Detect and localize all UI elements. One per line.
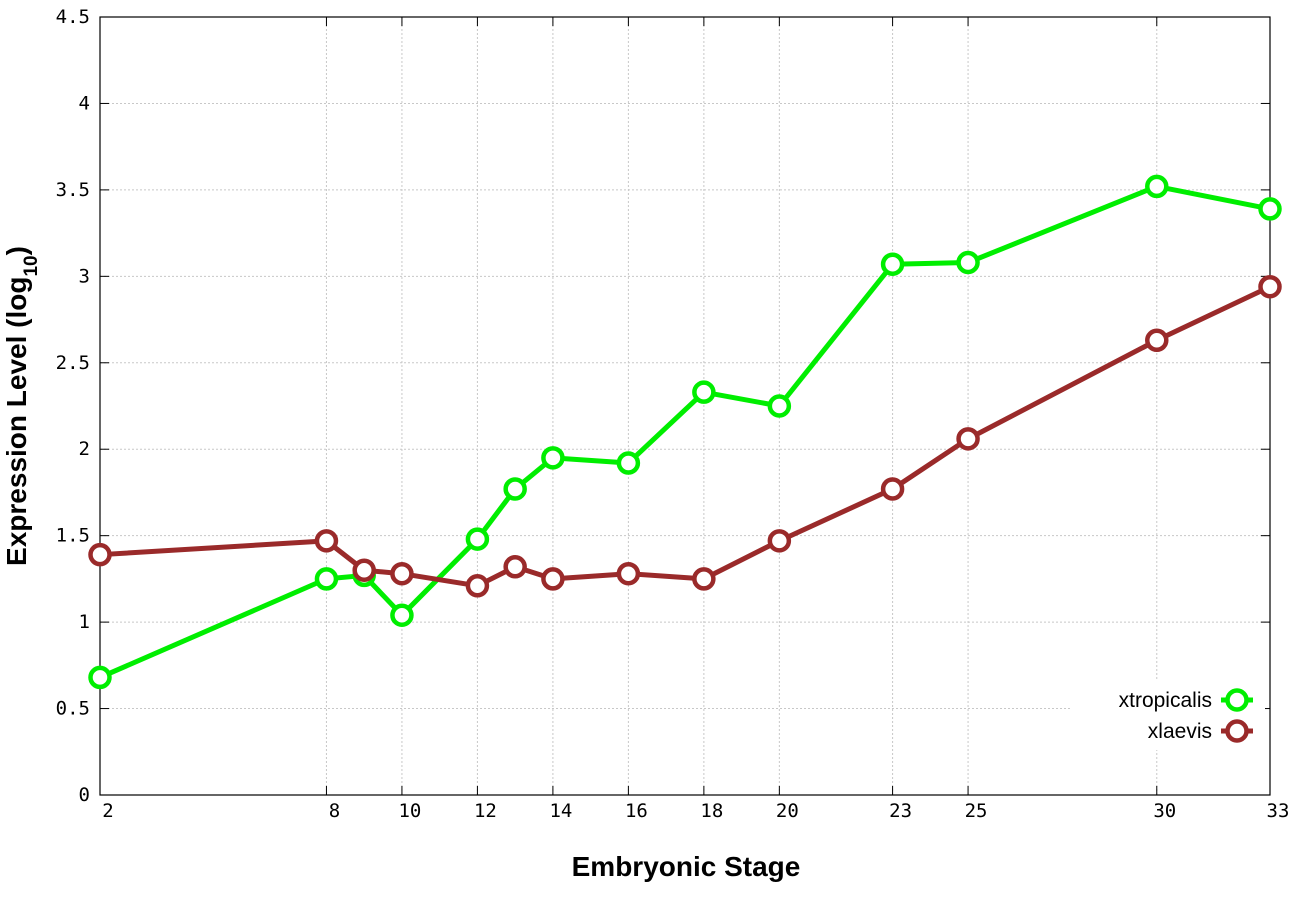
x-tick-label: 23 — [889, 800, 912, 822]
x-tick-label: 33 — [1267, 800, 1290, 822]
series-line-xlaevis — [99, 284, 1272, 589]
x-tick-label: 12 — [474, 800, 497, 822]
series-layer — [88, 174, 1282, 690]
y-tick-label: 3 — [79, 265, 90, 287]
data-point-xtropicalis — [880, 252, 905, 276]
x-tick-label: 16 — [625, 800, 648, 822]
data-point-xtropicalis — [465, 527, 490, 551]
data-point-xtropicalis — [541, 446, 565, 470]
legend-marker-swatch — [1225, 688, 1249, 712]
y-tick-label: 3.5 — [56, 179, 90, 201]
data-point-xlaevis — [390, 561, 414, 586]
data-point-xlaevis — [767, 529, 792, 553]
series-line-xtropicalis — [99, 183, 1271, 680]
x-tick-label: 8 — [329, 800, 340, 822]
legend-entry-xtropicalis: xtropicalis — [1119, 688, 1253, 712]
data-point-xlaevis — [1258, 274, 1282, 299]
data-point-xtropicalis — [390, 603, 414, 627]
y-tick-label: 1.5 — [56, 525, 90, 547]
y-tick-label: 0 — [79, 784, 90, 806]
x-tick-label: 25 — [965, 800, 988, 822]
data-point-xtropicalis — [314, 567, 339, 591]
data-point-xlaevis — [1145, 328, 1169, 353]
data-point-xtropicalis — [503, 477, 527, 501]
x-tick-label: 20 — [776, 800, 799, 822]
data-point-xtropicalis — [616, 451, 641, 475]
data-point-xlaevis — [503, 555, 527, 579]
data-point-xtropicalis — [692, 380, 716, 404]
data-point-xlaevis — [692, 567, 716, 591]
data-point-xlaevis — [88, 542, 112, 567]
series-xtropicalis — [88, 174, 1282, 690]
data-point-xlaevis — [465, 574, 490, 598]
y-tick-label: 0.5 — [56, 698, 90, 720]
legend: xtropicalis xlaevis — [1070, 680, 1265, 750]
plot-frame — [99, 16, 1271, 796]
y-axis-title: Expression Level (log10) — [1, 246, 42, 566]
data-point-xlaevis — [880, 477, 905, 501]
y-axis-title-end: ) — [1, 246, 32, 255]
legend-entry-xlaevis: xlaevis — [1148, 719, 1253, 743]
legend-label: xlaevis — [1148, 720, 1212, 743]
x-tick-label: 18 — [700, 800, 723, 822]
y-tick-label: 2 — [79, 438, 90, 460]
legend-label: xtropicalis — [1119, 689, 1212, 712]
data-point-xtropicalis — [1145, 174, 1169, 199]
axis-ticks: 0 0.5 1 1.5 2 2.5 3 3.5 4 4.5 2 8 10 12 14 16 18 20 23 25 30… — [56, 6, 1290, 822]
y-tick-label: 4 — [79, 92, 90, 114]
data-point-xlaevis — [314, 529, 339, 553]
data-point-xtropicalis — [1258, 197, 1282, 221]
data-point-xlaevis — [541, 567, 565, 591]
y-axis-title-subscript: 10 — [21, 255, 42, 276]
y-axis-title-main: Expression Level (log — [1, 277, 32, 566]
y-tick-label: 2.5 — [56, 352, 90, 374]
data-point-xlaevis — [352, 558, 376, 582]
data-point-xtropicalis — [767, 394, 792, 418]
x-tick-label: 14 — [549, 800, 572, 822]
y-tick-label: 4.5 — [56, 6, 90, 28]
series-xlaevis — [88, 274, 1282, 598]
x-tick-label: 30 — [1153, 800, 1176, 822]
data-point-xtropicalis — [88, 665, 112, 690]
data-point-xtropicalis — [956, 250, 980, 275]
x-tick-label: 10 — [398, 800, 421, 822]
y-tick-label: 1 — [79, 611, 90, 633]
x-tick-label: 2 — [102, 800, 113, 822]
data-point-xlaevis — [616, 561, 641, 586]
grid-lines — [100, 17, 1270, 795]
x-axis-title: Embryonic Stage — [572, 851, 801, 882]
data-point-xlaevis — [956, 427, 980, 451]
legend-marker-swatch — [1225, 719, 1249, 743]
